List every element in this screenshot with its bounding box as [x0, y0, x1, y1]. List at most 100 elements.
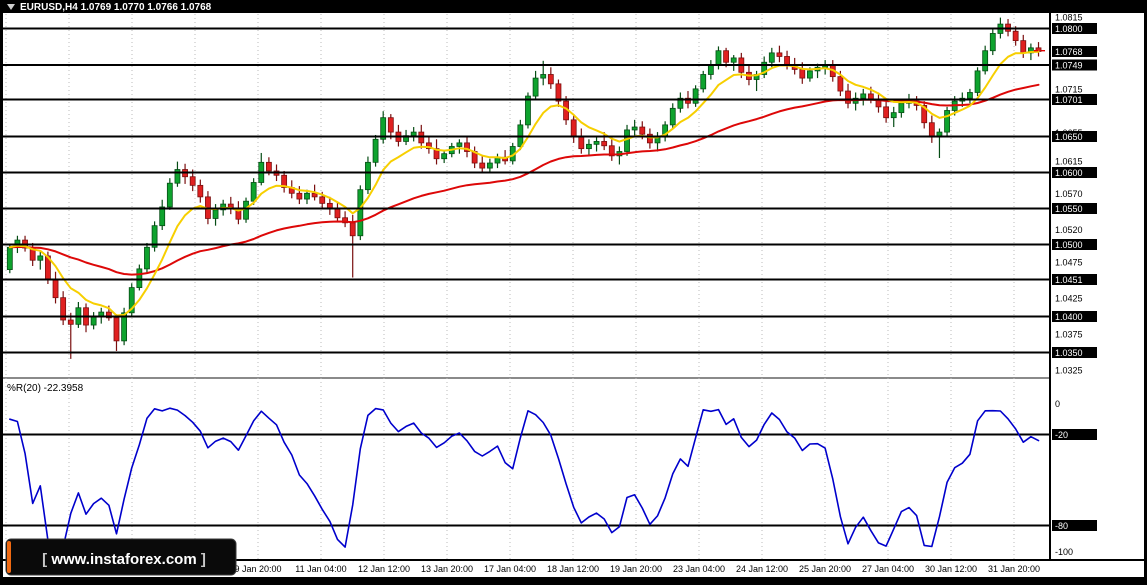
candle	[982, 45, 989, 75]
time-tick-label: 30 Jan 12:00	[925, 564, 977, 574]
candle	[387, 114, 394, 140]
candle	[525, 92, 531, 129]
candle	[166, 178, 173, 210]
level-price-badge	[1052, 94, 1097, 106]
wpr-tick-label: 0	[1055, 399, 1060, 409]
candle	[631, 119, 638, 138]
wpr-tick-label: -100	[1055, 547, 1073, 557]
chart-plot-area[interactable]	[3, 13, 1049, 559]
candle	[433, 139, 440, 165]
candle	[845, 83, 851, 109]
candle	[1012, 26, 1019, 46]
price-tick-label: 1.0375	[1055, 329, 1083, 339]
candle	[608, 137, 615, 161]
candle	[60, 291, 67, 326]
candle	[776, 45, 783, 63]
level-price-badge	[1052, 166, 1097, 178]
candle	[532, 70, 539, 100]
candle	[250, 178, 257, 205]
candle	[944, 106, 950, 136]
candle	[967, 88, 973, 104]
time-tick-label: 27 Jan 04:00	[862, 564, 914, 574]
wpr-indicator-label: %R(20) -22.3958	[7, 383, 84, 394]
time-tick-label: 31 Jan 20:00	[988, 564, 1040, 574]
candle	[365, 156, 371, 194]
logo-box	[5, 538, 237, 576]
level-price-badge-label: 1.0550	[1055, 204, 1083, 214]
wpr-level-badge	[1052, 428, 1097, 440]
candle	[37, 251, 44, 270]
pane-splitter[interactable]	[3, 377, 1049, 379]
candle	[593, 135, 600, 152]
candle	[883, 99, 890, 123]
candle	[464, 137, 470, 158]
level-price-badge-label: 1.0600	[1055, 168, 1083, 178]
candle	[669, 103, 676, 129]
symbol-ohlc-info: EURUSD,H4 1.0769 1.0770 1.0766 1.0768	[20, 2, 212, 13]
level-price-badge	[1052, 130, 1097, 142]
level-price-badge-label: 1.0701	[1055, 95, 1083, 105]
candlesticks-layer	[6, 17, 1042, 359]
axis-separator-line	[1049, 13, 1051, 561]
candle	[601, 132, 608, 151]
price-tick-label: 1.0475	[1055, 257, 1083, 267]
wpr-level-badge-label: -20	[1055, 430, 1068, 440]
time-tick-label: 17 Jan 04:00	[484, 564, 536, 574]
candle	[486, 158, 493, 172]
candle	[768, 47, 775, 68]
candle	[921, 101, 928, 129]
candle	[700, 70, 707, 93]
support-resistance-lines	[3, 27, 1049, 354]
candle	[342, 211, 348, 228]
instaforex-logo[interactable]: [ www.instaforex.com ]	[5, 538, 237, 576]
candle	[761, 56, 768, 79]
level-price-badge-label: 1.0350	[1055, 348, 1083, 358]
candle	[113, 314, 120, 351]
time-tick-label: 12 Jan 12:00	[358, 564, 410, 574]
candle	[281, 170, 288, 193]
time-tick-label: 23 Jan 04:00	[673, 564, 725, 574]
wpr-level-badge	[1052, 520, 1097, 532]
candle	[646, 128, 653, 149]
level-price-badge	[1052, 22, 1097, 34]
candle	[974, 67, 981, 97]
candle	[989, 27, 996, 56]
candle	[67, 312, 74, 359]
candle	[692, 85, 699, 107]
candle	[723, 47, 729, 68]
level-price-badge-label: 1.0451	[1055, 275, 1083, 285]
time-tick-label: 11 Jan 04:00	[295, 564, 346, 574]
level-price-badge-label: 1.0768	[1055, 47, 1083, 57]
price-axis: 1.08151.07151.06551.06151.05701.05201.04…	[1052, 13, 1097, 557]
price-tick-label: 1.0520	[1055, 225, 1083, 235]
top-info-bar	[0, 0, 1147, 13]
time-axis-background	[3, 561, 1144, 577]
candle	[547, 67, 554, 89]
period-separators	[5, 14, 1015, 559]
logo-accent-bar	[7, 541, 11, 573]
level-price-badge-label: 1.0650	[1055, 132, 1083, 142]
time-tick-label: 13 Jan 20:00	[421, 564, 473, 574]
bottom-border	[0, 577, 1147, 585]
time-axis-line	[0, 559, 1147, 561]
level-price-badge	[1052, 346, 1097, 358]
candle	[860, 88, 867, 106]
candle	[159, 199, 166, 230]
candle	[304, 189, 310, 205]
candle	[456, 139, 463, 154]
level-price-badge	[1052, 45, 1097, 57]
price-tick-label: 1.0815	[1055, 13, 1083, 23]
candle	[586, 139, 592, 156]
candle	[441, 150, 448, 164]
candle	[730, 55, 737, 71]
level-price-badge	[1052, 202, 1097, 214]
candle	[380, 111, 387, 144]
candle	[174, 161, 181, 187]
candle	[677, 92, 684, 113]
candle	[890, 106, 897, 128]
time-tick-label: 25 Jan 20:00	[799, 564, 851, 574]
ma-fast-line	[8, 50, 1040, 317]
symbol-marker-icon	[7, 4, 15, 10]
level-price-badge	[1052, 238, 1097, 250]
